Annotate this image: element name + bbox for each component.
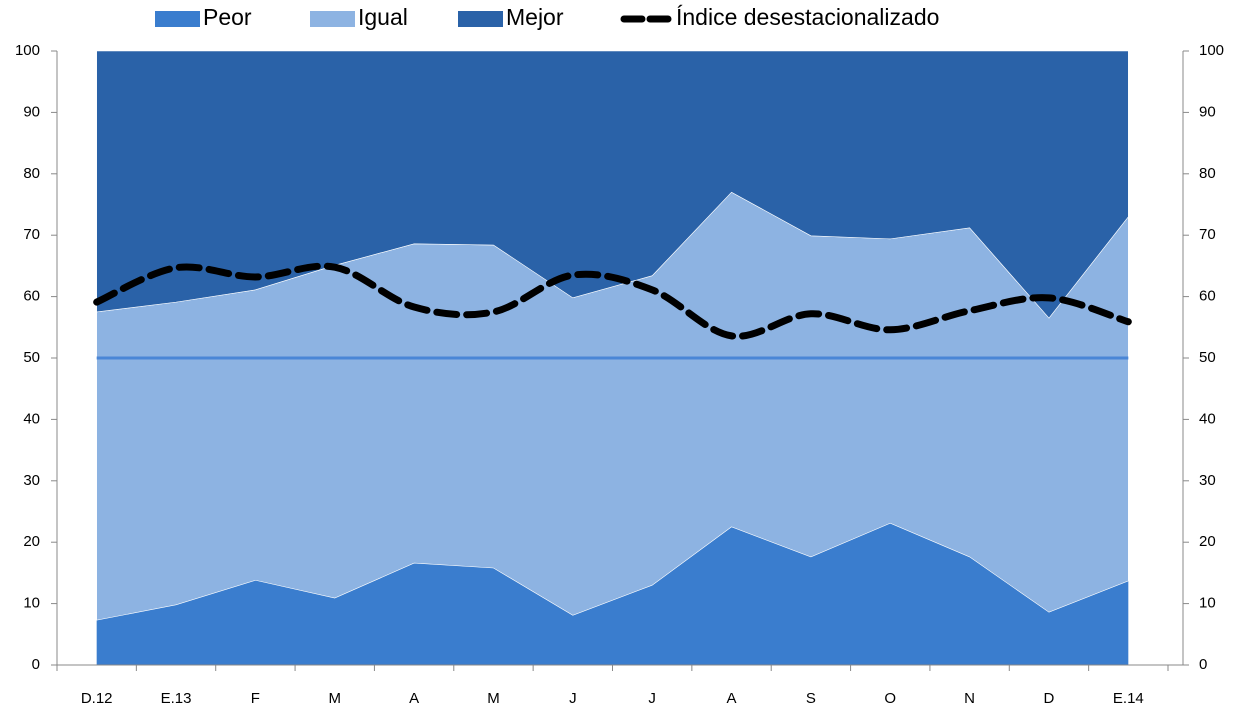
plot-area: 0 10 20 30 40 50 60 70 80 90 100 0 10 20 30 40 50 60 70 80 9… bbox=[15, 42, 1224, 706]
y2-tick-label: 20 bbox=[1199, 533, 1216, 550]
legend-label: Índice desestacionalizado bbox=[676, 4, 939, 30]
x-tick-label: J bbox=[569, 690, 577, 706]
x-tick-label: E.14 bbox=[1113, 690, 1144, 706]
y-tick-label: 20 bbox=[23, 533, 40, 550]
legend-swatch bbox=[155, 11, 200, 27]
x-tick-label: J bbox=[648, 690, 656, 706]
line bbox=[93, 262, 1132, 340]
y2-tick-label: 50 bbox=[1199, 349, 1216, 366]
y2-tick-label: 0 bbox=[1199, 656, 1207, 673]
y2-tick-label: 40 bbox=[1199, 410, 1216, 427]
x-tick-label: S bbox=[806, 690, 816, 706]
y-tick-label: 10 bbox=[23, 595, 40, 612]
y2-tick-label: 90 bbox=[1199, 103, 1216, 120]
x-tick-label: A bbox=[409, 690, 419, 706]
y2-tick-label: 80 bbox=[1199, 165, 1216, 182]
y2-tick-label: 10 bbox=[1199, 595, 1216, 612]
x-tick-label: D.12 bbox=[81, 690, 113, 706]
x-tick-label: D bbox=[1044, 690, 1055, 706]
y-tick-label: 30 bbox=[23, 472, 40, 489]
y-tick-label: 100 bbox=[15, 42, 40, 59]
legend-label: Igual bbox=[358, 4, 408, 30]
y2-tick-label: 60 bbox=[1199, 288, 1216, 305]
y-tick-label: 60 bbox=[23, 288, 40, 305]
y-tick-label: 70 bbox=[23, 226, 40, 243]
x-tick-label: N bbox=[964, 690, 975, 706]
y-tick-label: 80 bbox=[23, 165, 40, 182]
y-tick-label: 90 bbox=[23, 103, 40, 120]
y2-tick-label: 100 bbox=[1199, 42, 1224, 59]
legend-label: Peor bbox=[203, 4, 252, 30]
legend-swatch bbox=[458, 11, 503, 27]
x-tick-label: A bbox=[727, 690, 737, 706]
area bbox=[96, 50, 1129, 319]
y2-tick-label: 70 bbox=[1199, 226, 1216, 243]
x-tick-label: E.13 bbox=[161, 690, 192, 706]
legend-swatch bbox=[310, 11, 355, 27]
x-tick-label: M bbox=[329, 690, 342, 706]
y-tick-label: 0 bbox=[32, 656, 40, 673]
area bbox=[96, 523, 1129, 665]
y-tick-label: 40 bbox=[23, 410, 40, 427]
legend: Peor Igual Mejor Índice desestacionalizado bbox=[155, 4, 939, 30]
x-tick-label: O bbox=[884, 690, 896, 706]
y2-tick-label: 30 bbox=[1199, 472, 1216, 489]
y-tick-label: 50 bbox=[23, 349, 40, 366]
legend-label: Mejor bbox=[506, 4, 564, 30]
x-tick-label: F bbox=[251, 690, 260, 706]
x-tick-label: M bbox=[487, 690, 500, 706]
